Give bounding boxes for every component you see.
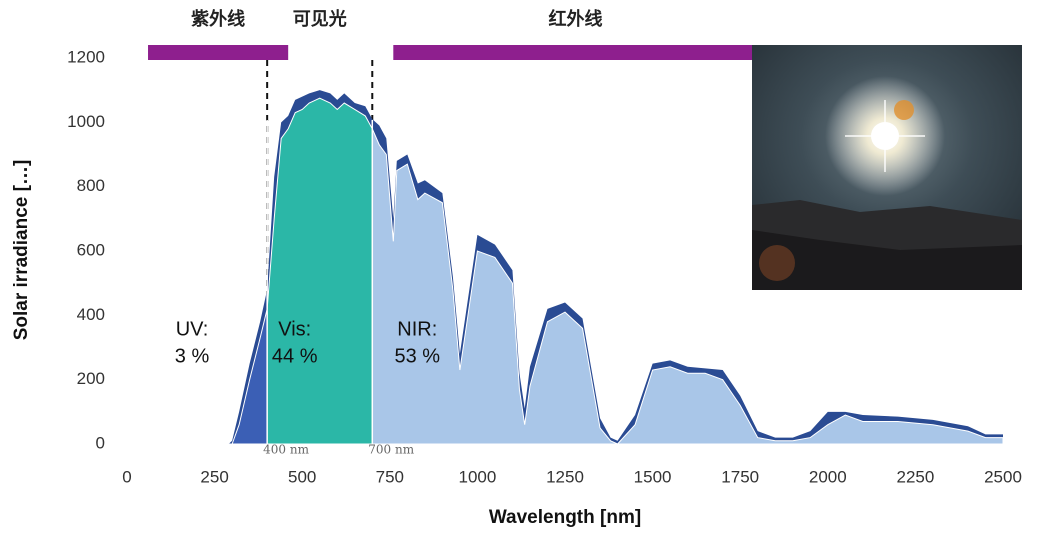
- x-tick-label: 2500: [984, 467, 1022, 486]
- region-label: Vis:: [278, 318, 311, 340]
- x-tick-label: 1500: [634, 467, 672, 486]
- x-tick-label: 1250: [546, 467, 584, 486]
- boundary-label: 700 nm: [368, 443, 414, 457]
- region-share: 3 %: [175, 345, 210, 367]
- y-tick-label: 1000: [67, 112, 105, 131]
- y-tick-label: 800: [77, 176, 105, 195]
- x-tick-label: 750: [376, 467, 404, 486]
- y-axis-title: Solar irradiance […]: [11, 160, 32, 341]
- x-tick-label: 1750: [721, 467, 759, 486]
- photo: [752, 45, 1022, 290]
- x-tick-label: 1000: [458, 467, 496, 486]
- x-tick-label: 0: [122, 467, 131, 486]
- x-tick-label: 250: [200, 467, 228, 486]
- region-label: UV:: [176, 318, 209, 340]
- x-tick-label: 2250: [896, 467, 934, 486]
- x-axis-title: Wavelength [nm]: [489, 507, 641, 528]
- region-share: 44 %: [272, 345, 318, 367]
- band-label: 可见光: [293, 8, 347, 29]
- y-tick-label: 400: [77, 305, 105, 324]
- boundary-label: 400 nm: [263, 443, 309, 457]
- y-tick-label: 600: [77, 240, 105, 259]
- band-bar: [393, 45, 757, 60]
- y-tick-label: 0: [96, 433, 105, 452]
- y-tick-label: 200: [77, 369, 105, 388]
- band-label: 紫外线: [191, 8, 245, 29]
- x-tick-label: 2000: [809, 467, 847, 486]
- y-tick-label: 1200: [67, 47, 105, 66]
- band-label: 红外线: [549, 8, 603, 29]
- x-tick-label: 500: [288, 467, 316, 486]
- chart: Solar irradiance […] Wavelength [nm] 0 20…: [0, 0, 1037, 535]
- band-bar: [148, 45, 288, 60]
- region-share: 53 %: [394, 345, 440, 367]
- region-label: NIR:: [397, 318, 437, 340]
